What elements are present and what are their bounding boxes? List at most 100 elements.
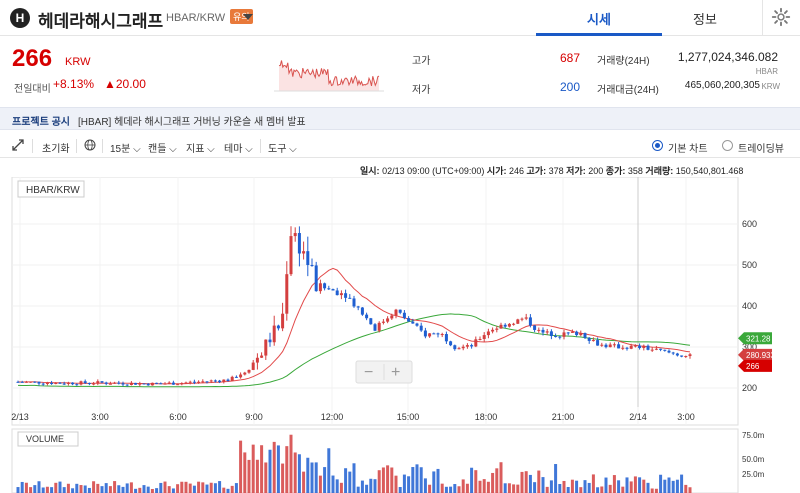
candle-body (625, 347, 629, 349)
candle-body (155, 382, 159, 384)
candle-body (171, 382, 175, 385)
candle-select[interactable]: 캔들 ⌵ (148, 140, 177, 155)
volume-bar (461, 479, 465, 493)
volume-bar (272, 441, 276, 493)
reset-button[interactable]: 초기화 (42, 144, 70, 155)
volume-bar (113, 481, 117, 493)
y-tick-label: 300 (742, 342, 757, 352)
volume-bar (398, 486, 402, 493)
volume-bar (264, 462, 268, 493)
candle-body (633, 345, 637, 347)
candle-body (159, 383, 163, 385)
volume-bar (646, 482, 650, 493)
interval-select[interactable]: 15분 ⌵ (110, 140, 141, 155)
volume-bar (596, 487, 600, 493)
chevron-down-icon[interactable] (243, 14, 253, 20)
indicator-select[interactable]: 지표 ⌵ (186, 140, 215, 155)
change-value: ▲20.00 (104, 77, 146, 91)
expand-icon[interactable] (12, 139, 24, 151)
candle-body (260, 355, 264, 358)
candle-body (150, 382, 154, 386)
zoom-in-button[interactable]: + (391, 364, 400, 381)
notice-text[interactable]: [HBAR] 헤데라 해시그래프 거버닝 카운슬 새 멤버 발표 (78, 117, 306, 128)
volume-bar (297, 454, 301, 493)
volume-bar (155, 488, 159, 493)
volume-bar (407, 476, 411, 493)
candle-body (436, 333, 440, 335)
volume-bar (444, 486, 448, 493)
volume-bar (470, 467, 474, 493)
volume-bar (184, 481, 188, 493)
candle-body (365, 314, 369, 319)
low-label: 저가: (566, 166, 586, 176)
volume-value: 150,540,801.468 (675, 166, 744, 176)
candle-body (348, 297, 352, 299)
tab-info[interactable]: 정보 (693, 12, 717, 27)
tools-select[interactable]: 도구 ⌵ (268, 140, 297, 155)
volume-bar (360, 480, 364, 493)
gear-icon[interactable] (770, 6, 792, 28)
volume-bar (159, 482, 163, 493)
x-tick-label: 21:00 (552, 412, 575, 422)
candle-body (680, 355, 684, 357)
volume-bar (650, 488, 654, 493)
volume-bar (528, 474, 532, 493)
zoom-out-button[interactable]: − (364, 364, 373, 381)
candle-body (331, 289, 335, 291)
candle-body (234, 376, 238, 378)
trading-view-label[interactable]: 트레이딩뷰 (738, 144, 784, 155)
volume-label-box (17, 431, 79, 447)
volume-bar (369, 478, 373, 493)
globe-icon[interactable] (84, 139, 96, 151)
volume-bar (659, 474, 663, 493)
candle-body (373, 324, 377, 331)
volume-bar (365, 484, 369, 493)
volume-bar (562, 480, 566, 493)
candle-body (524, 317, 528, 319)
volume-bar (75, 483, 79, 493)
volume-bar (495, 468, 499, 493)
ma-short-line (17, 267, 691, 385)
ma-long-line (17, 313, 691, 388)
volume-bar (491, 472, 495, 493)
volume-bar (684, 484, 688, 493)
candle-body (33, 381, 37, 383)
indicator-label: 지표 (186, 144, 205, 155)
trading-view-radio[interactable] (722, 140, 733, 151)
basic-chart-label[interactable]: 기본 차트 (668, 144, 708, 155)
volume-tick-label: 25.0m (742, 470, 765, 479)
volume-bar (415, 464, 419, 493)
candle-body (398, 309, 402, 313)
divider (32, 139, 33, 153)
candle-body (503, 324, 507, 327)
volume-bar (167, 486, 171, 493)
volume-label: 거래량: (645, 166, 674, 176)
volume-bar (524, 471, 528, 493)
volume-bar (205, 484, 209, 493)
volume-bar (558, 484, 562, 493)
candle-body (201, 381, 205, 383)
volume-bar (394, 475, 398, 493)
project-notice-bar[interactable]: 프로젝트 공시 [HBAR] 헤데라 해시그래프 거버닝 카운슬 새 멤버 발표 (0, 107, 800, 130)
basic-chart-radio[interactable] (652, 140, 663, 151)
candle-body (688, 354, 692, 357)
volume-bar (104, 483, 108, 493)
volume-bar (671, 480, 675, 493)
theme-select[interactable]: 테마 ⌵ (224, 140, 253, 155)
candle-body (386, 318, 390, 322)
candle-body (390, 315, 394, 319)
volume-bar (579, 487, 583, 493)
coin-name[interactable]: 헤데라해시그래프 (38, 12, 164, 31)
candle-body (243, 372, 247, 375)
candle-body (684, 356, 688, 358)
volume-bar (339, 482, 343, 493)
candle-body (87, 383, 91, 385)
volume-unit: HBAR (755, 67, 778, 76)
high-label: 고가: (526, 166, 547, 176)
candlestick-chart[interactable]: 200 300 400 500 600 2/13 3:00 6:00 9:00 12:00 15:… (0, 177, 800, 493)
volume-bar (570, 479, 574, 493)
tab-market[interactable]: 시세 (587, 12, 611, 27)
candle-body (474, 339, 478, 347)
candle-body (533, 325, 537, 330)
volume-bar (251, 444, 255, 493)
